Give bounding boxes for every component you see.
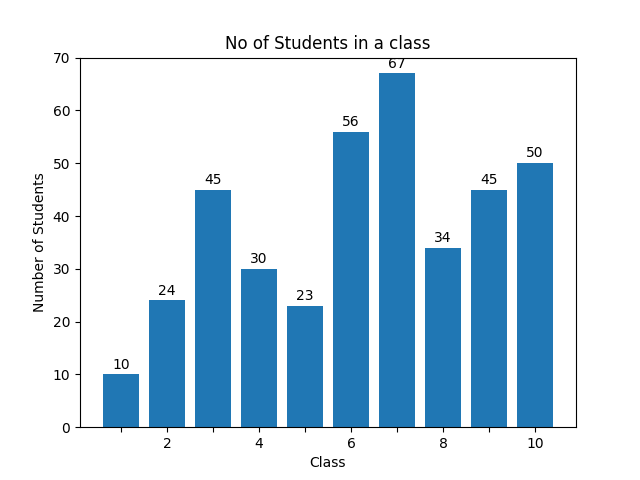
Bar — [195, 190, 232, 427]
X-axis label: Class: Class — [310, 456, 346, 470]
Bar — [424, 248, 461, 427]
Text: 24: 24 — [158, 284, 176, 298]
Bar — [287, 306, 323, 427]
Text: 56: 56 — [342, 115, 360, 129]
Bar — [148, 300, 186, 427]
Text: 30: 30 — [250, 252, 268, 266]
Text: 67: 67 — [388, 57, 406, 71]
Title: No of Students in a class: No of Students in a class — [225, 35, 431, 53]
Text: 34: 34 — [435, 231, 452, 245]
Text: 10: 10 — [112, 358, 130, 372]
Bar — [102, 374, 140, 427]
Text: 23: 23 — [296, 289, 314, 303]
Text: 45: 45 — [480, 173, 498, 187]
Bar — [333, 132, 369, 427]
Bar — [470, 190, 508, 427]
Y-axis label: Number of Students: Number of Students — [33, 172, 47, 312]
Bar — [379, 73, 415, 427]
Text: 45: 45 — [204, 173, 221, 187]
Text: 50: 50 — [526, 146, 544, 160]
Bar — [241, 269, 277, 427]
Bar — [516, 163, 554, 427]
